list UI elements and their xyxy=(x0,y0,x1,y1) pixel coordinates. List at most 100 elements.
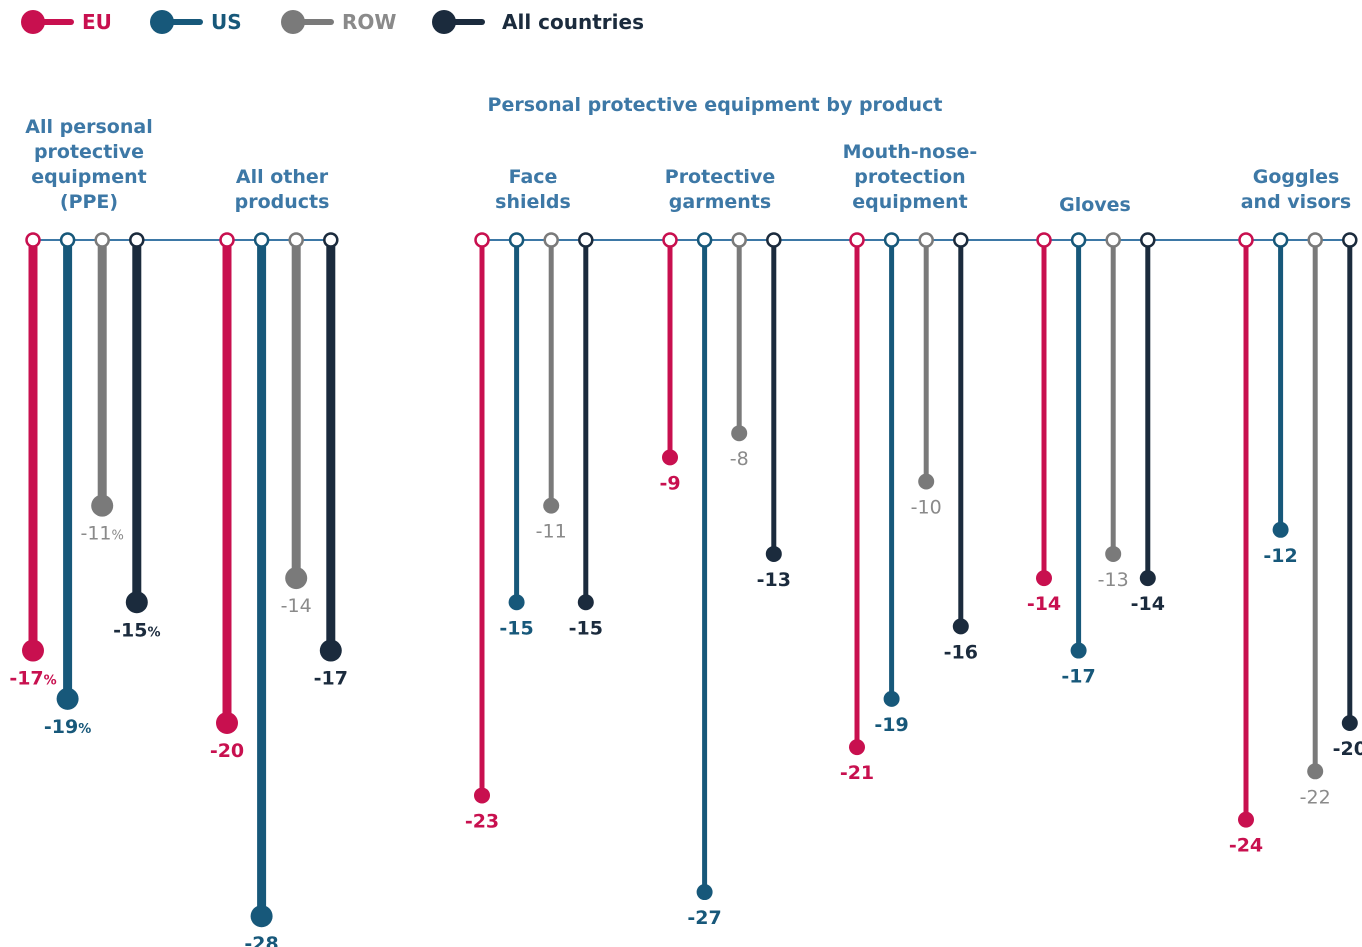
baseline-dot-eu xyxy=(219,232,235,248)
value-label-all: -20 xyxy=(1333,738,1362,760)
baseline-dot-row xyxy=(94,232,110,248)
end-dot-us xyxy=(883,690,900,707)
legend-label: ROW xyxy=(342,10,396,34)
baseline-dot-row xyxy=(1307,232,1323,248)
end-dot-us xyxy=(56,687,79,710)
end-dot-us xyxy=(508,594,525,611)
legend-label: All countries xyxy=(502,10,644,34)
baseline-dot-eu xyxy=(1036,232,1052,248)
value-label-eu: -24 xyxy=(1229,835,1263,857)
value-label-row: -13 xyxy=(1098,569,1129,591)
baseline-dot-row xyxy=(1105,232,1121,248)
value-label-us: -27 xyxy=(687,907,721,929)
chart-group: Face shields -23 -15 -11 -15 xyxy=(465,166,603,832)
legend-swatch-dot xyxy=(281,10,305,34)
value-label-row: -8 xyxy=(730,448,749,470)
end-dot-row xyxy=(918,473,935,490)
baseline-dot-us xyxy=(1070,232,1087,248)
legend-swatch-dot xyxy=(150,10,174,34)
baseline-dot-eu xyxy=(849,232,865,248)
chart-group: All other products -20 -28 -14 -17 xyxy=(210,166,348,947)
chart-group: Gloves-14-17-13-14 xyxy=(1027,194,1165,688)
baseline-dot-eu xyxy=(25,232,41,248)
chart-group: Protective garments -9 -27 -8 -13 xyxy=(659,166,791,929)
value-label-us: -19% xyxy=(44,716,91,738)
end-dot-all xyxy=(765,545,782,562)
end-dot-all xyxy=(1341,715,1358,731)
chart-group: Mouth-nose-protection equipment -21 -19 -10 -… xyxy=(840,141,978,784)
group-title: Mouth-nose-protection equipment xyxy=(843,141,978,213)
baseline-dot-row xyxy=(731,232,747,248)
baseline-dot-all xyxy=(766,232,782,248)
legend-item-row: ROW xyxy=(281,10,396,34)
baseline-dot-us xyxy=(59,232,76,248)
chart-group: Goggles and visors -24 -12 -22 -20 xyxy=(1229,166,1362,857)
end-dot-all xyxy=(125,591,148,614)
group-title: Gloves xyxy=(1059,194,1131,216)
baseline-dot-eu xyxy=(474,232,490,248)
baseline-dot-all xyxy=(578,232,594,248)
value-label-row: -14 xyxy=(281,595,312,617)
end-dot-eu xyxy=(662,449,678,466)
baseline-dot-us xyxy=(696,232,713,248)
value-label-us: -12 xyxy=(1263,545,1297,567)
baseline-dot-all xyxy=(1140,232,1156,248)
legend-label: EU xyxy=(82,10,112,34)
end-dot-all xyxy=(1139,570,1156,587)
baseline-dot-us xyxy=(508,232,525,248)
group-title: All personal protective equipment (PPE) xyxy=(25,116,152,213)
end-dot-eu xyxy=(849,739,865,756)
baseline-dot-us xyxy=(883,232,900,248)
value-label-all: -15% xyxy=(113,619,160,641)
value-label-us: -15 xyxy=(499,617,533,639)
legend-item-eu: EU xyxy=(21,10,112,34)
value-label-us: -28 xyxy=(244,933,278,947)
section-title: Personal protective equipment by product xyxy=(488,94,943,116)
value-label-eu: -23 xyxy=(465,810,499,832)
value-label-row: -10 xyxy=(911,497,942,519)
end-dot-eu xyxy=(22,639,44,662)
end-dot-all xyxy=(577,594,594,611)
value-label-eu: -9 xyxy=(659,472,680,494)
baseline-dot-all xyxy=(129,232,145,248)
value-label-all: -13 xyxy=(757,569,791,591)
value-label-all: -15 xyxy=(569,617,603,639)
legend-label: US xyxy=(211,10,242,34)
value-label-row: -11 xyxy=(536,521,567,543)
value-label-eu: -14 xyxy=(1027,593,1061,615)
value-label-us: -19 xyxy=(874,714,908,736)
value-label-row: -11% xyxy=(80,523,123,545)
chart-groups: All personal protective equipment (PPE) -17%… xyxy=(9,116,1362,947)
chart-group: All personal protective equipment (PPE) -17%… xyxy=(9,116,160,738)
baseline-dot-us xyxy=(1272,232,1289,248)
end-dot-row xyxy=(285,567,308,590)
value-label-all: -17 xyxy=(314,668,348,690)
group-title: Protective garments xyxy=(665,166,775,213)
legend-item-us: US xyxy=(150,10,242,34)
end-dot-us xyxy=(1272,521,1289,538)
end-dot-row xyxy=(1307,763,1324,780)
value-label-us: -17 xyxy=(1061,666,1095,688)
legend: EU US ROW All countries xyxy=(21,10,644,34)
value-label-all: -16 xyxy=(944,641,978,663)
baseline-dot-row xyxy=(543,232,559,248)
end-dot-eu xyxy=(1238,811,1254,828)
group-title: Face shields xyxy=(495,166,571,213)
value-label-eu: -21 xyxy=(840,762,874,784)
baseline-dot-eu xyxy=(1238,232,1254,248)
end-dot-row xyxy=(91,494,114,517)
value-label-eu: -20 xyxy=(210,740,244,762)
group-title: Goggles and visors xyxy=(1241,166,1352,213)
baseline-dot-all xyxy=(323,232,339,248)
end-dot-row xyxy=(731,425,748,442)
baseline-dot-row xyxy=(288,232,304,248)
end-dot-us xyxy=(1070,642,1087,659)
end-dot-eu xyxy=(216,712,238,734)
legend-item-all: All countries xyxy=(432,10,644,34)
group-title: All other products xyxy=(235,166,330,213)
end-dot-eu xyxy=(474,787,490,804)
end-dot-all xyxy=(952,618,969,635)
end-dot-us xyxy=(250,905,273,928)
legend-swatch-dot xyxy=(432,10,456,34)
